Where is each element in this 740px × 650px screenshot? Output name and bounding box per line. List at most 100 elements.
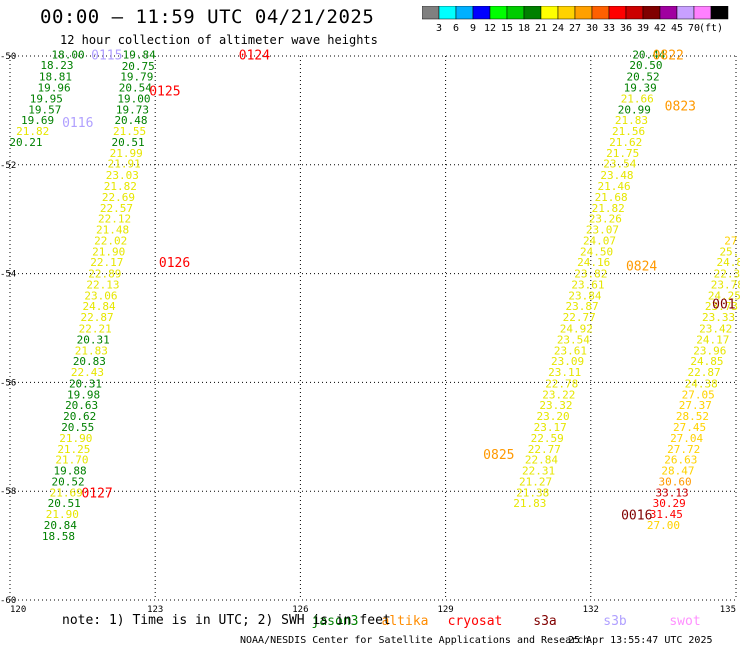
- wave-height-value: 23.73: [705, 300, 738, 313]
- wave-height-value: 20.63: [65, 399, 98, 412]
- wave-height-value: 23.42: [699, 323, 732, 336]
- colorbar-swatch: [710, 6, 729, 20]
- wave-height-value: 21.68: [595, 191, 628, 204]
- wave-height-value: 20.44: [632, 48, 665, 61]
- pass-time-label: 0016: [621, 509, 652, 524]
- lon-tick-label: 120: [10, 605, 26, 615]
- wave-height-value: 23.09: [551, 355, 584, 368]
- wave-height-value: 18.23: [40, 59, 73, 72]
- wave-height-value: 21.82: [16, 125, 49, 138]
- pass-time-label: 0116: [62, 116, 93, 131]
- map-subtitle: 12 hour collection of altimeter wave hei…: [60, 33, 378, 47]
- wave-height-value: 23.54: [603, 158, 636, 171]
- wave-height-value: 20.75: [122, 60, 155, 73]
- wave-height-value: 20.55: [61, 421, 94, 434]
- wave-height-value: 21.62: [609, 136, 642, 149]
- wave-height-value: 27.72: [667, 443, 700, 456]
- pass-time-label: 0824: [626, 259, 657, 274]
- wave-height-value: 31.45: [650, 508, 683, 521]
- map-title: 00:00 — 11:59 UTC 04/21/2025: [40, 6, 375, 28]
- wave-height-value: 22.77: [528, 443, 561, 456]
- wave-height-value: 23.61: [571, 278, 604, 291]
- pass-time-label: 0127: [81, 486, 112, 501]
- wave-height-value: 20.31: [69, 377, 102, 390]
- colorbar-label: 24: [552, 23, 564, 34]
- colorbar-label: 42: [654, 23, 666, 34]
- wave-height-value: 22.35: [714, 268, 740, 281]
- wave-height-value: 22.87: [81, 311, 114, 324]
- wave-height-value: 23.54: [557, 333, 590, 346]
- wave-height-value: 22.13: [86, 278, 119, 291]
- colorbar-label: 27: [569, 23, 581, 34]
- pass-time-label: 0823: [665, 100, 696, 115]
- wave-height-value: 22.12: [98, 213, 131, 226]
- lon-tick-label: 129: [437, 605, 453, 615]
- wave-height-value: 24.17: [696, 333, 729, 346]
- wave-height-value: 20.52: [52, 475, 85, 488]
- wave-height-value: 19.96: [37, 82, 70, 95]
- wave-height-value: 30.60: [658, 475, 691, 488]
- wave-height-value: 19.69: [21, 114, 54, 127]
- wave-height-value: 19.57: [28, 103, 61, 116]
- wave-height-value: 23.61: [554, 344, 587, 357]
- wave-height-value: 23.32: [539, 399, 572, 412]
- pass-time-label: 0125: [149, 84, 180, 99]
- wave-height-value: 21.69: [50, 486, 83, 499]
- wave-height-value: 22.59: [531, 432, 564, 445]
- colorbar-label: 18: [518, 23, 530, 34]
- lat-tick-label: -56: [0, 378, 16, 388]
- wave-height-value: 20.51: [112, 136, 145, 149]
- wave-height-value: 24.16: [577, 256, 610, 269]
- lat-tick-label: -58: [0, 487, 16, 497]
- wave-height-value: 23.22: [542, 388, 575, 401]
- wave-height-value: 22.69: [102, 191, 135, 204]
- wave-height-value: 27.37: [679, 399, 712, 412]
- wave-height-value: 20.31: [77, 333, 110, 346]
- wave-height-value: 21.75: [606, 147, 639, 160]
- lon-tick-label: 135: [720, 605, 736, 615]
- lon-tick-label: 132: [583, 605, 599, 615]
- wave-height-value: 19.39: [624, 82, 657, 95]
- wave-height-value: 23.06: [84, 289, 117, 302]
- lat-tick-label: -54: [0, 270, 16, 280]
- wave-height-value: 23.48: [600, 169, 633, 182]
- wave-height-value: 21.27: [519, 475, 552, 488]
- colorbar-label: 6: [453, 23, 459, 34]
- wave-height-value: 20.50: [629, 59, 662, 72]
- wave-height-value: 23.84: [568, 289, 601, 302]
- wave-height-value: 21.48: [96, 224, 129, 237]
- wave-height-value: 21.55: [113, 125, 146, 138]
- lat-tick-label: -50: [0, 52, 16, 62]
- wave-height-value: 21.91: [108, 158, 141, 171]
- colorbar-label: (ft): [699, 23, 723, 34]
- satellite-tracks: 19.8420.7519.7920.5419.0019.7320.4821.55…: [9, 48, 740, 542]
- satellite-cryosat-legend: cryosat: [448, 614, 503, 629]
- wave-height-value: 19.73: [116, 103, 149, 116]
- wave-height-value: 22.89: [88, 268, 121, 281]
- wave-height-value: 20.48: [114, 114, 147, 127]
- wave-height-value: 18.00: [52, 48, 85, 61]
- wave-height-value: 23.78: [711, 278, 740, 291]
- satellite-s3a-legend: s3a: [533, 614, 556, 629]
- wave-height-value: 20.84: [44, 519, 77, 532]
- wave-height-value: 22.21: [79, 323, 112, 336]
- wave-height-value: 24.38: [685, 377, 718, 390]
- map-grid: [9, 55, 737, 601]
- wave-height-value: 23.33: [702, 311, 735, 324]
- lat-tick-label: -60: [0, 596, 16, 606]
- wave-height-value: 23.96: [693, 344, 726, 357]
- wave-height-value: 22.02: [94, 234, 127, 247]
- wave-height-value: 19.00: [117, 92, 150, 105]
- pass-time-label: 0825: [483, 448, 514, 463]
- colorbar-label: 45: [671, 23, 683, 34]
- wave-height-value: 27.00: [724, 234, 740, 247]
- satellite-s3b-legend: s3b: [603, 614, 627, 629]
- wave-height-value: 21.82: [592, 202, 625, 215]
- wave-height-value: 22.57: [100, 202, 133, 215]
- footnote: note: 1) Time is in UTC; 2) SWH is in fe…: [62, 613, 391, 628]
- satellite-legend: jason3 altika cryosat s3a s3b swot: [312, 614, 701, 629]
- wave-height-value: 24.92: [560, 323, 593, 336]
- wave-height-value: 22.17: [90, 256, 123, 269]
- colorbar-label: 36: [620, 23, 632, 34]
- wave-height-value: 21.38: [516, 486, 549, 499]
